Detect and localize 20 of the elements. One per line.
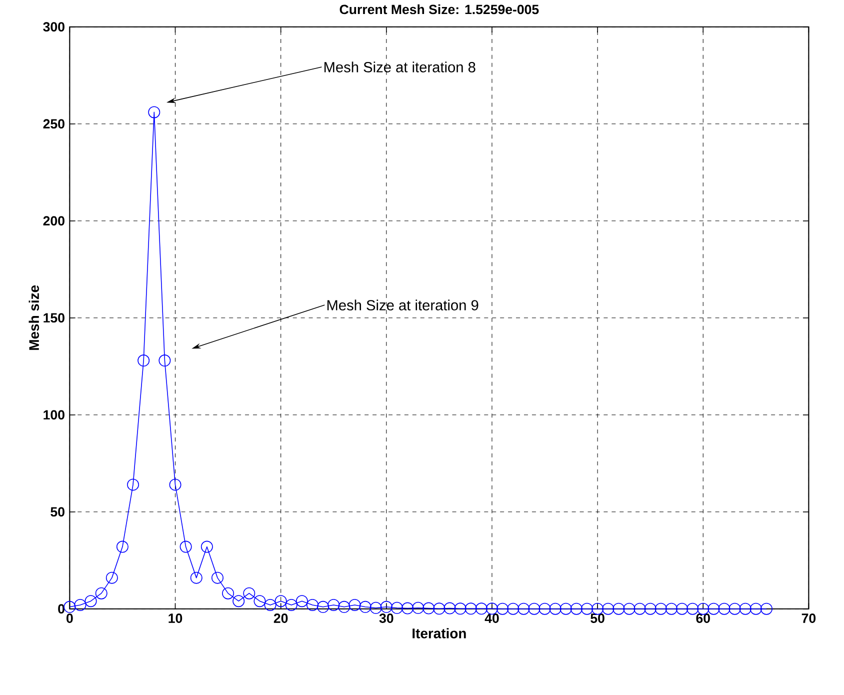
y-tick-label: 250 (43, 119, 64, 129)
y-tick-label: 300 (43, 22, 64, 32)
x-tick-label: 30 (379, 614, 394, 624)
x-tick-label: 60 (696, 614, 710, 624)
chart-title: Current Mesh Size: 1.5259e-005 (340, 4, 539, 14)
x-tick-label: 50 (590, 614, 604, 624)
annotation: Mesh Size at iteration 8 (324, 62, 476, 73)
y-tick-label: 150 (44, 313, 64, 323)
y-tick-label: 0 (58, 604, 64, 614)
x-tick-label: 70 (802, 614, 816, 624)
x-tick-label: 40 (484, 614, 499, 624)
x-tick-label: 20 (274, 614, 288, 624)
annotation: Mesh Size at iteration 9 (327, 300, 478, 311)
y-tick-label: 200 (43, 216, 64, 226)
x-tick-label: 0 (66, 614, 73, 624)
x-axis-title: Iteration (412, 628, 466, 638)
y-tick-label: 50 (50, 507, 64, 517)
y-axis-title: Mesh size (28, 286, 40, 350)
x-tick-label: 10 (168, 614, 182, 624)
y-tick-label: 100 (44, 410, 64, 420)
